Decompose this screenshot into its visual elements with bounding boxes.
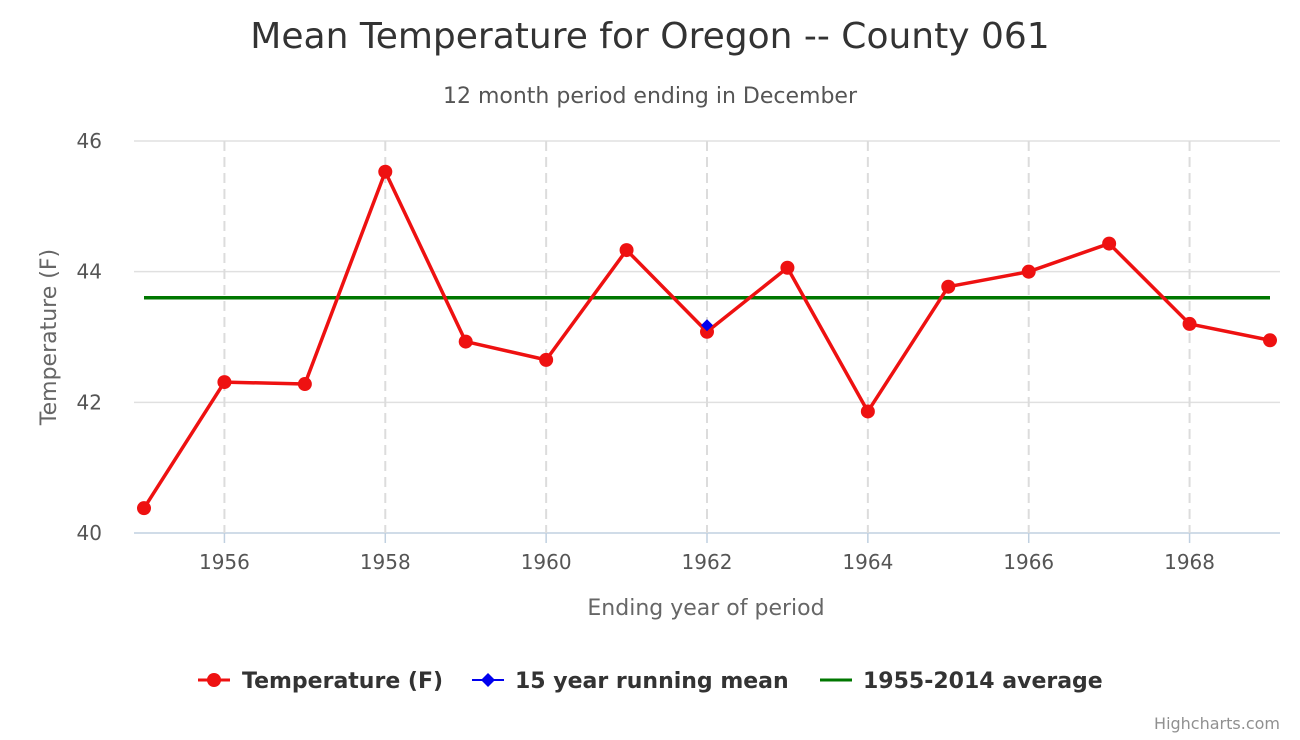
legend-item-average[interactable]: 1955-2014 average: [820, 669, 1103, 694]
legend-marker-running-mean: [481, 673, 495, 687]
chart-subtitle: 12 month period ending in December: [443, 84, 858, 109]
y-tick-label: 40: [77, 521, 102, 545]
credits-link[interactable]: Highcharts.com: [1154, 714, 1280, 733]
legend-item-running-mean[interactable]: 15 year running mean: [472, 669, 789, 694]
y-axis-title: Temperature (F): [37, 249, 62, 426]
x-tick-label: 1956: [199, 550, 250, 574]
x-tick-label: 1968: [1164, 550, 1215, 574]
y-tick-label: 46: [77, 129, 102, 153]
data-point-temperature: [860, 404, 875, 419]
data-point-temperature: [137, 501, 151, 516]
grid-lines: [134, 140, 1280, 543]
data-point-temperature: [217, 375, 232, 390]
x-tick-label: 1964: [842, 550, 893, 574]
y-tick-label: 44: [77, 260, 102, 284]
data-point-temperature: [700, 324, 714, 339]
legend-label-temperature: Temperature (F): [242, 669, 443, 694]
data-point-temperature: [1182, 316, 1197, 331]
x-axis-title: Ending year of period: [587, 596, 824, 621]
data-point-temperature: [619, 243, 634, 258]
y-axis-ticks: 40 42 44 46: [77, 129, 102, 545]
legend-item-temperature[interactable]: Temperature (F): [198, 669, 443, 694]
chart-title: Mean Temperature for Oregon -- County 06…: [250, 16, 1049, 57]
x-tick-label: 1966: [1003, 550, 1054, 574]
legend-label-running-mean: 15 year running mean: [515, 669, 789, 694]
data-point-temperature: [780, 260, 795, 275]
data-point-temperature: [458, 334, 473, 349]
x-tick-label: 1958: [360, 550, 411, 574]
legend: Temperature (F) 15 year running mean 195…: [198, 669, 1103, 694]
x-tick-label: 1962: [682, 550, 733, 574]
data-point-temperature: [297, 377, 312, 392]
x-axis-ticks: 1956 1958 1960 1962 1964 1966 1968: [199, 550, 1215, 574]
data-point-temperature: [1021, 264, 1036, 279]
plot-area: [137, 164, 1277, 516]
data-point-temperature: [1102, 236, 1117, 251]
x-tick-label: 1960: [521, 550, 572, 574]
data-point-temperature: [539, 352, 554, 367]
data-point-temperature: [1263, 333, 1277, 348]
data-point-running-mean: [701, 319, 713, 332]
legend-marker-temperature: [207, 673, 221, 687]
data-point-temperature: [378, 164, 393, 179]
legend-label-average: 1955-2014 average: [863, 669, 1103, 694]
data-point-temperature: [941, 279, 956, 294]
y-tick-label: 42: [77, 390, 102, 414]
